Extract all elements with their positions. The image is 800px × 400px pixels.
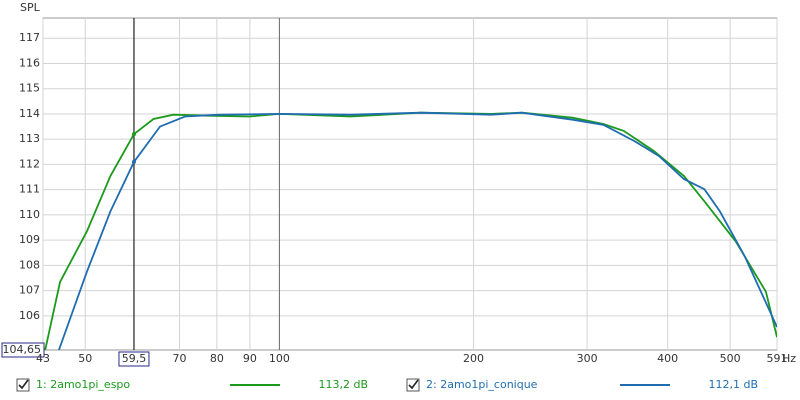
x-tick-label: 200: [463, 352, 484, 365]
y-tick-label: 108: [19, 258, 40, 271]
y-tick-label: 107: [19, 284, 40, 297]
checkmark: [408, 379, 419, 390]
y-tick-label: 114: [19, 107, 40, 120]
x-tick-label: 591: [767, 352, 788, 365]
x-tick-label: 100: [269, 352, 290, 365]
x-tick-label: 59,5: [122, 352, 147, 365]
legend: 1: 2amo1pi_espo 113,2 dB 2: 2amo1pi_coniqu…: [16, 378, 758, 392]
y-tick-label: 116: [19, 56, 40, 69]
series-line: [57, 111, 777, 350]
cursor-point: [131, 159, 136, 164]
legend-label: 1: 2amo1pi_espo: [36, 378, 130, 391]
plot-area: [42, 17, 778, 351]
y-tick-label: 106: [19, 309, 40, 322]
y-tick-label: 117: [19, 31, 40, 44]
x-tick-label: 50: [78, 352, 92, 365]
x-tick-label: 300: [577, 352, 598, 365]
y-cursor-box: [1, 342, 45, 358]
y-tick-label: 111: [19, 183, 40, 196]
cursor-readout: 113,2 dB: [318, 378, 368, 391]
x-tick-label: 70: [172, 352, 186, 365]
checkmark: [18, 379, 29, 390]
y-tick-label: 112: [19, 157, 40, 170]
y-axis-label: SPL: [20, 1, 41, 14]
x-unit: Hz: [782, 352, 796, 365]
cursor-readout: 112,1 dB: [708, 378, 758, 391]
x-cursor-box: [118, 351, 150, 367]
y-tick-label: 113: [19, 132, 40, 145]
cursor-point: [131, 132, 136, 137]
x-tick-label: 90: [243, 352, 257, 365]
x-tick-label: 400: [657, 352, 678, 365]
x-tick-label: 80: [210, 352, 224, 365]
y-tick-label: 104,65: [3, 343, 42, 356]
x-tick-label: 500: [720, 352, 741, 365]
legend-label: 2: 2amo1pi_conique: [426, 378, 538, 391]
y-tick-label: 110: [19, 208, 40, 221]
x-tick-label: 43: [36, 352, 50, 365]
y-tick-label: 109: [19, 233, 40, 246]
y-tick-label: 115: [19, 82, 40, 95]
